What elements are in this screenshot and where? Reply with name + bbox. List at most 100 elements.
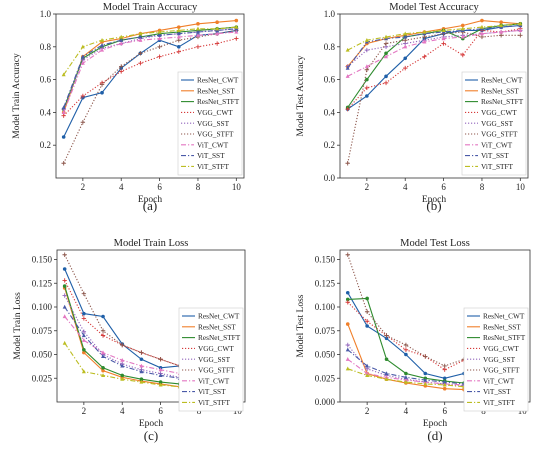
legend-entry: ResNet_STFT	[483, 333, 526, 342]
data-point	[460, 52, 465, 58]
data-point	[195, 26, 200, 31]
x-tick-label: 6	[442, 406, 447, 416]
legend-entry: VGG_SST	[481, 119, 514, 128]
data-point	[157, 33, 162, 37]
data-point	[384, 357, 389, 362]
data-point	[176, 49, 181, 54]
data-point	[62, 252, 67, 257]
y-axis-label: Model Test Loss	[296, 294, 306, 357]
data-point	[365, 94, 369, 98]
series-line-vit-stft	[63, 26, 237, 76]
data-point	[158, 373, 163, 377]
legend-entry: ResNet_CWT	[198, 312, 240, 321]
data-point	[157, 44, 162, 49]
data-point	[403, 375, 408, 379]
data-point	[403, 44, 408, 49]
y-tick-label: 0.050	[32, 350, 53, 360]
series-line-vit-sst	[64, 306, 238, 387]
data-point	[119, 34, 124, 39]
legend-entry: ViT_SST	[198, 387, 226, 396]
data-point	[479, 31, 484, 36]
data-point	[62, 267, 67, 271]
legend-box	[178, 307, 244, 412]
x-tick-label: 6	[441, 182, 446, 192]
data-point	[442, 367, 447, 372]
y-axis-label: Model Test Accuracy	[296, 55, 306, 136]
x-tick-label: 6	[158, 406, 163, 416]
data-point	[100, 333, 106, 338]
legend-entry: ResNet_STFT	[198, 333, 241, 342]
y-tick-label: 0.150	[32, 255, 53, 265]
data-point	[158, 357, 163, 362]
data-point	[384, 74, 388, 79]
legend-entry: ResNet_STFT	[481, 97, 524, 106]
data-point	[81, 329, 87, 334]
data-point	[423, 381, 428, 386]
data-point	[138, 51, 143, 56]
data-point	[403, 31, 408, 36]
data-point	[499, 20, 503, 25]
data-point	[345, 300, 350, 305]
y-axis-label: Model Train Accuracy	[12, 53, 22, 139]
data-point	[364, 64, 369, 69]
data-point	[195, 44, 201, 49]
data-point	[139, 379, 144, 384]
data-point	[345, 297, 350, 302]
data-point	[61, 135, 66, 139]
data-point	[119, 41, 124, 46]
legend-entry: ViT_SST	[197, 151, 225, 160]
data-point	[80, 44, 85, 49]
data-point	[234, 24, 239, 29]
data-point	[423, 377, 428, 382]
data-point	[383, 80, 389, 86]
x-tick-label: 2	[81, 182, 86, 192]
series-line-resnet-stft	[63, 26, 237, 110]
data-point	[499, 29, 504, 34]
data-point	[82, 311, 86, 316]
y-tick-label: 0.2	[40, 140, 51, 150]
x-axis-label: Epoch	[423, 419, 448, 429]
data-point	[120, 373, 125, 378]
data-point	[442, 379, 447, 384]
data-point	[138, 61, 143, 66]
y-tick-label: 0.8	[324, 42, 336, 52]
legend-entry: VGG_CWT	[481, 108, 517, 117]
data-point	[62, 340, 67, 345]
data-point	[119, 64, 124, 69]
data-point	[460, 34, 465, 39]
y-tick-label: 1.0	[40, 9, 52, 19]
legend-entry: ResNet_SST	[483, 322, 521, 331]
data-point	[61, 113, 66, 118]
panel-train-accuracy: Model Train Accuracy Model Train Accurac…	[12, 2, 245, 213]
data-point	[100, 42, 105, 47]
legend-entry: ResNet_STFT	[197, 97, 240, 106]
data-point	[81, 333, 86, 338]
data-point	[345, 161, 350, 166]
y-tick-label: 0.125	[32, 278, 53, 288]
chart-title: Model Test Loss	[400, 238, 470, 249]
series-line-resnet-sst	[347, 20, 521, 67]
data-point	[81, 316, 87, 321]
plot-area-frame	[339, 249, 531, 403]
data-point	[345, 65, 350, 70]
series-line-vgg-stft	[63, 29, 237, 164]
legend-entry: ViT_SST	[483, 387, 511, 396]
data-point	[364, 47, 370, 53]
series-line-resnet-cwt	[347, 24, 521, 110]
data-point	[157, 29, 162, 34]
data-point	[62, 284, 67, 288]
data-point	[364, 67, 370, 72]
data-point	[442, 376, 447, 381]
data-point	[422, 54, 427, 59]
data-point	[518, 21, 523, 26]
data-point	[479, 34, 485, 40]
data-point	[441, 36, 446, 41]
y-tick-label: 0.100	[32, 302, 53, 312]
data-point	[364, 38, 369, 42]
data-point	[139, 363, 144, 368]
x-tick-label: 4	[119, 182, 124, 192]
legend-entry: ViT_STFT	[481, 162, 514, 171]
data-point	[404, 371, 408, 376]
series-line-vgg-cwt	[63, 38, 237, 117]
data-point	[176, 34, 181, 39]
